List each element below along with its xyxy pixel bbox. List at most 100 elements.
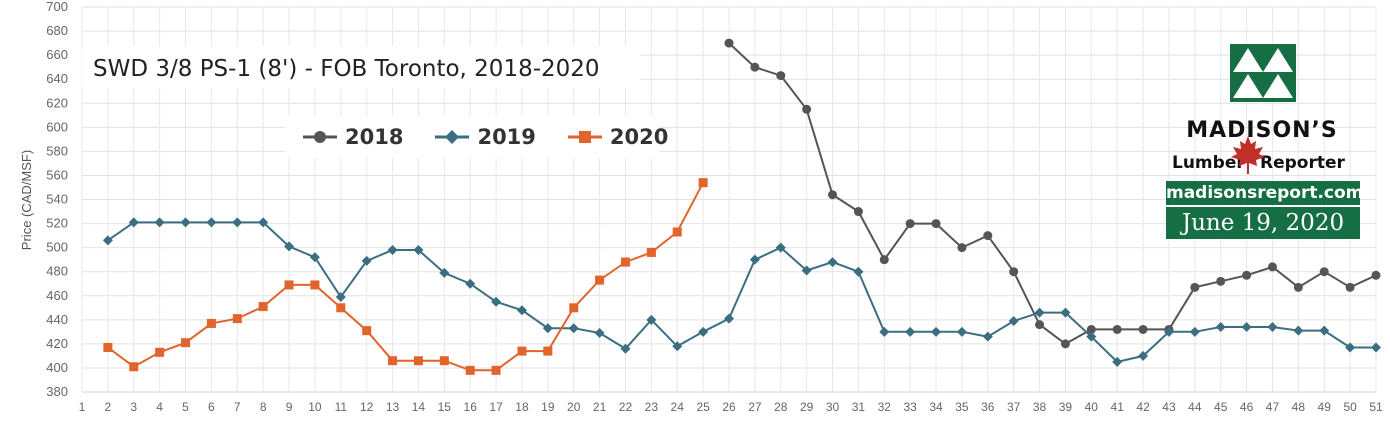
data-point-2019[interactable] bbox=[1008, 316, 1019, 327]
data-point-2019[interactable] bbox=[749, 254, 760, 265]
data-point-2019[interactable] bbox=[309, 252, 320, 263]
data-point-2019[interactable] bbox=[956, 326, 967, 337]
data-point-2019[interactable] bbox=[905, 326, 916, 337]
data-point-2018[interactable] bbox=[1009, 267, 1019, 277]
data-point-2020[interactable] bbox=[620, 257, 630, 267]
legend-item-2019[interactable]: 2019 bbox=[435, 125, 536, 149]
data-point-2018[interactable] bbox=[983, 231, 993, 241]
data-point-2020[interactable] bbox=[465, 365, 475, 375]
data-point-2019[interactable] bbox=[1371, 342, 1381, 353]
data-point-2018[interactable] bbox=[1293, 282, 1303, 292]
data-point-2019[interactable] bbox=[1189, 326, 1200, 337]
data-point-2018[interactable] bbox=[750, 62, 760, 72]
data-point-2018[interactable] bbox=[776, 71, 786, 81]
data-point-2019[interactable] bbox=[284, 241, 295, 252]
data-point-2019[interactable] bbox=[361, 255, 372, 266]
data-point-2020[interactable] bbox=[543, 346, 553, 356]
data-point-2018[interactable] bbox=[931, 219, 941, 229]
data-point-2019[interactable] bbox=[775, 242, 786, 253]
data-point-2018[interactable] bbox=[1086, 324, 1096, 334]
data-point-2018[interactable] bbox=[853, 207, 863, 217]
data-point-2019[interactable] bbox=[516, 305, 527, 316]
data-point-2018[interactable] bbox=[957, 243, 967, 253]
data-point-2018[interactable] bbox=[828, 190, 838, 200]
data-point-2019[interactable] bbox=[1293, 325, 1304, 336]
data-point-2020[interactable] bbox=[388, 356, 398, 366]
data-point-2019[interactable] bbox=[1163, 326, 1174, 337]
data-point-2019[interactable] bbox=[1319, 325, 1330, 336]
data-point-2019[interactable] bbox=[672, 341, 683, 352]
data-point-2018[interactable] bbox=[1319, 267, 1329, 277]
data-point-2018[interactable] bbox=[1216, 276, 1226, 286]
data-point-2018[interactable] bbox=[802, 104, 812, 114]
data-point-2019[interactable] bbox=[154, 217, 165, 228]
data-point-2019[interactable] bbox=[801, 265, 812, 276]
data-point-2019[interactable] bbox=[180, 217, 191, 228]
data-point-2020[interactable] bbox=[491, 365, 501, 375]
data-point-2018[interactable] bbox=[879, 255, 889, 265]
data-point-2020[interactable] bbox=[595, 275, 605, 285]
data-point-2019[interactable] bbox=[491, 296, 502, 307]
data-point-2020[interactable] bbox=[413, 356, 423, 366]
data-point-2020[interactable] bbox=[569, 303, 579, 313]
data-point-2020[interactable] bbox=[336, 303, 346, 313]
data-point-2019[interactable] bbox=[1267, 322, 1278, 333]
data-point-2019[interactable] bbox=[232, 217, 243, 228]
data-point-2019[interactable] bbox=[542, 323, 553, 334]
data-point-2019[interactable] bbox=[698, 326, 709, 337]
data-point-2019[interactable] bbox=[1034, 307, 1045, 318]
data-point-2020[interactable] bbox=[232, 314, 242, 324]
data-point-2018[interactable] bbox=[1138, 324, 1148, 334]
data-point-2020[interactable] bbox=[258, 302, 268, 312]
data-point-2020[interactable] bbox=[517, 346, 527, 356]
data-point-2020[interactable] bbox=[284, 280, 294, 290]
data-point-2019[interactable] bbox=[1345, 342, 1356, 353]
data-point-2019[interactable] bbox=[724, 313, 734, 324]
data-point-2020[interactable] bbox=[439, 356, 449, 366]
data-point-2019[interactable] bbox=[258, 217, 269, 228]
data-point-2019[interactable] bbox=[1215, 322, 1226, 333]
data-point-2020[interactable] bbox=[155, 347, 165, 357]
data-point-2019[interactable] bbox=[879, 326, 890, 337]
data-point-2018[interactable] bbox=[1060, 339, 1070, 349]
data-point-2018[interactable] bbox=[1190, 282, 1200, 292]
data-point-2020[interactable] bbox=[206, 318, 216, 328]
data-point-2019[interactable] bbox=[594, 328, 605, 339]
data-point-2020[interactable] bbox=[181, 338, 191, 348]
legend-item-2018[interactable]: 2018 bbox=[303, 125, 403, 149]
data-point-2018[interactable] bbox=[1371, 270, 1381, 280]
data-point-2018[interactable] bbox=[1035, 320, 1045, 330]
data-point-2018[interactable] bbox=[1345, 282, 1355, 292]
data-point-2019[interactable] bbox=[646, 314, 657, 325]
data-point-2020[interactable] bbox=[698, 178, 708, 188]
data-point-2018[interactable] bbox=[1112, 324, 1122, 334]
data-point-2019[interactable] bbox=[827, 257, 838, 268]
data-point-2019[interactable] bbox=[853, 266, 864, 277]
data-point-2019[interactable] bbox=[206, 217, 217, 228]
data-point-2019[interactable] bbox=[568, 323, 579, 334]
data-point-2019[interactable] bbox=[982, 331, 993, 342]
data-point-2019[interactable] bbox=[335, 291, 346, 302]
legend-item-2020[interactable]: 2020 bbox=[567, 125, 668, 149]
data-point-2019[interactable] bbox=[931, 326, 942, 337]
data-point-2019[interactable] bbox=[413, 245, 424, 256]
data-point-2019[interactable] bbox=[1112, 356, 1123, 367]
data-point-2018[interactable] bbox=[1242, 270, 1252, 280]
data-point-2019[interactable] bbox=[128, 217, 139, 228]
data-point-2019[interactable] bbox=[1241, 322, 1252, 333]
data-point-2019[interactable] bbox=[1060, 307, 1071, 318]
data-point-2019[interactable] bbox=[387, 245, 398, 256]
data-point-2020[interactable] bbox=[362, 326, 372, 336]
data-point-2019[interactable] bbox=[620, 343, 631, 354]
data-point-2019[interactable] bbox=[1086, 331, 1097, 342]
data-point-2018[interactable] bbox=[724, 38, 734, 48]
data-point-2020[interactable] bbox=[672, 227, 682, 237]
data-point-2020[interactable] bbox=[129, 362, 139, 372]
data-point-2019[interactable] bbox=[465, 278, 476, 289]
data-point-2020[interactable] bbox=[310, 280, 320, 290]
data-point-2018[interactable] bbox=[1267, 262, 1277, 272]
data-point-2020[interactable] bbox=[103, 342, 113, 352]
data-point-2019[interactable] bbox=[439, 267, 450, 278]
data-point-2019[interactable] bbox=[1138, 350, 1149, 361]
data-point-2019[interactable] bbox=[102, 235, 113, 246]
